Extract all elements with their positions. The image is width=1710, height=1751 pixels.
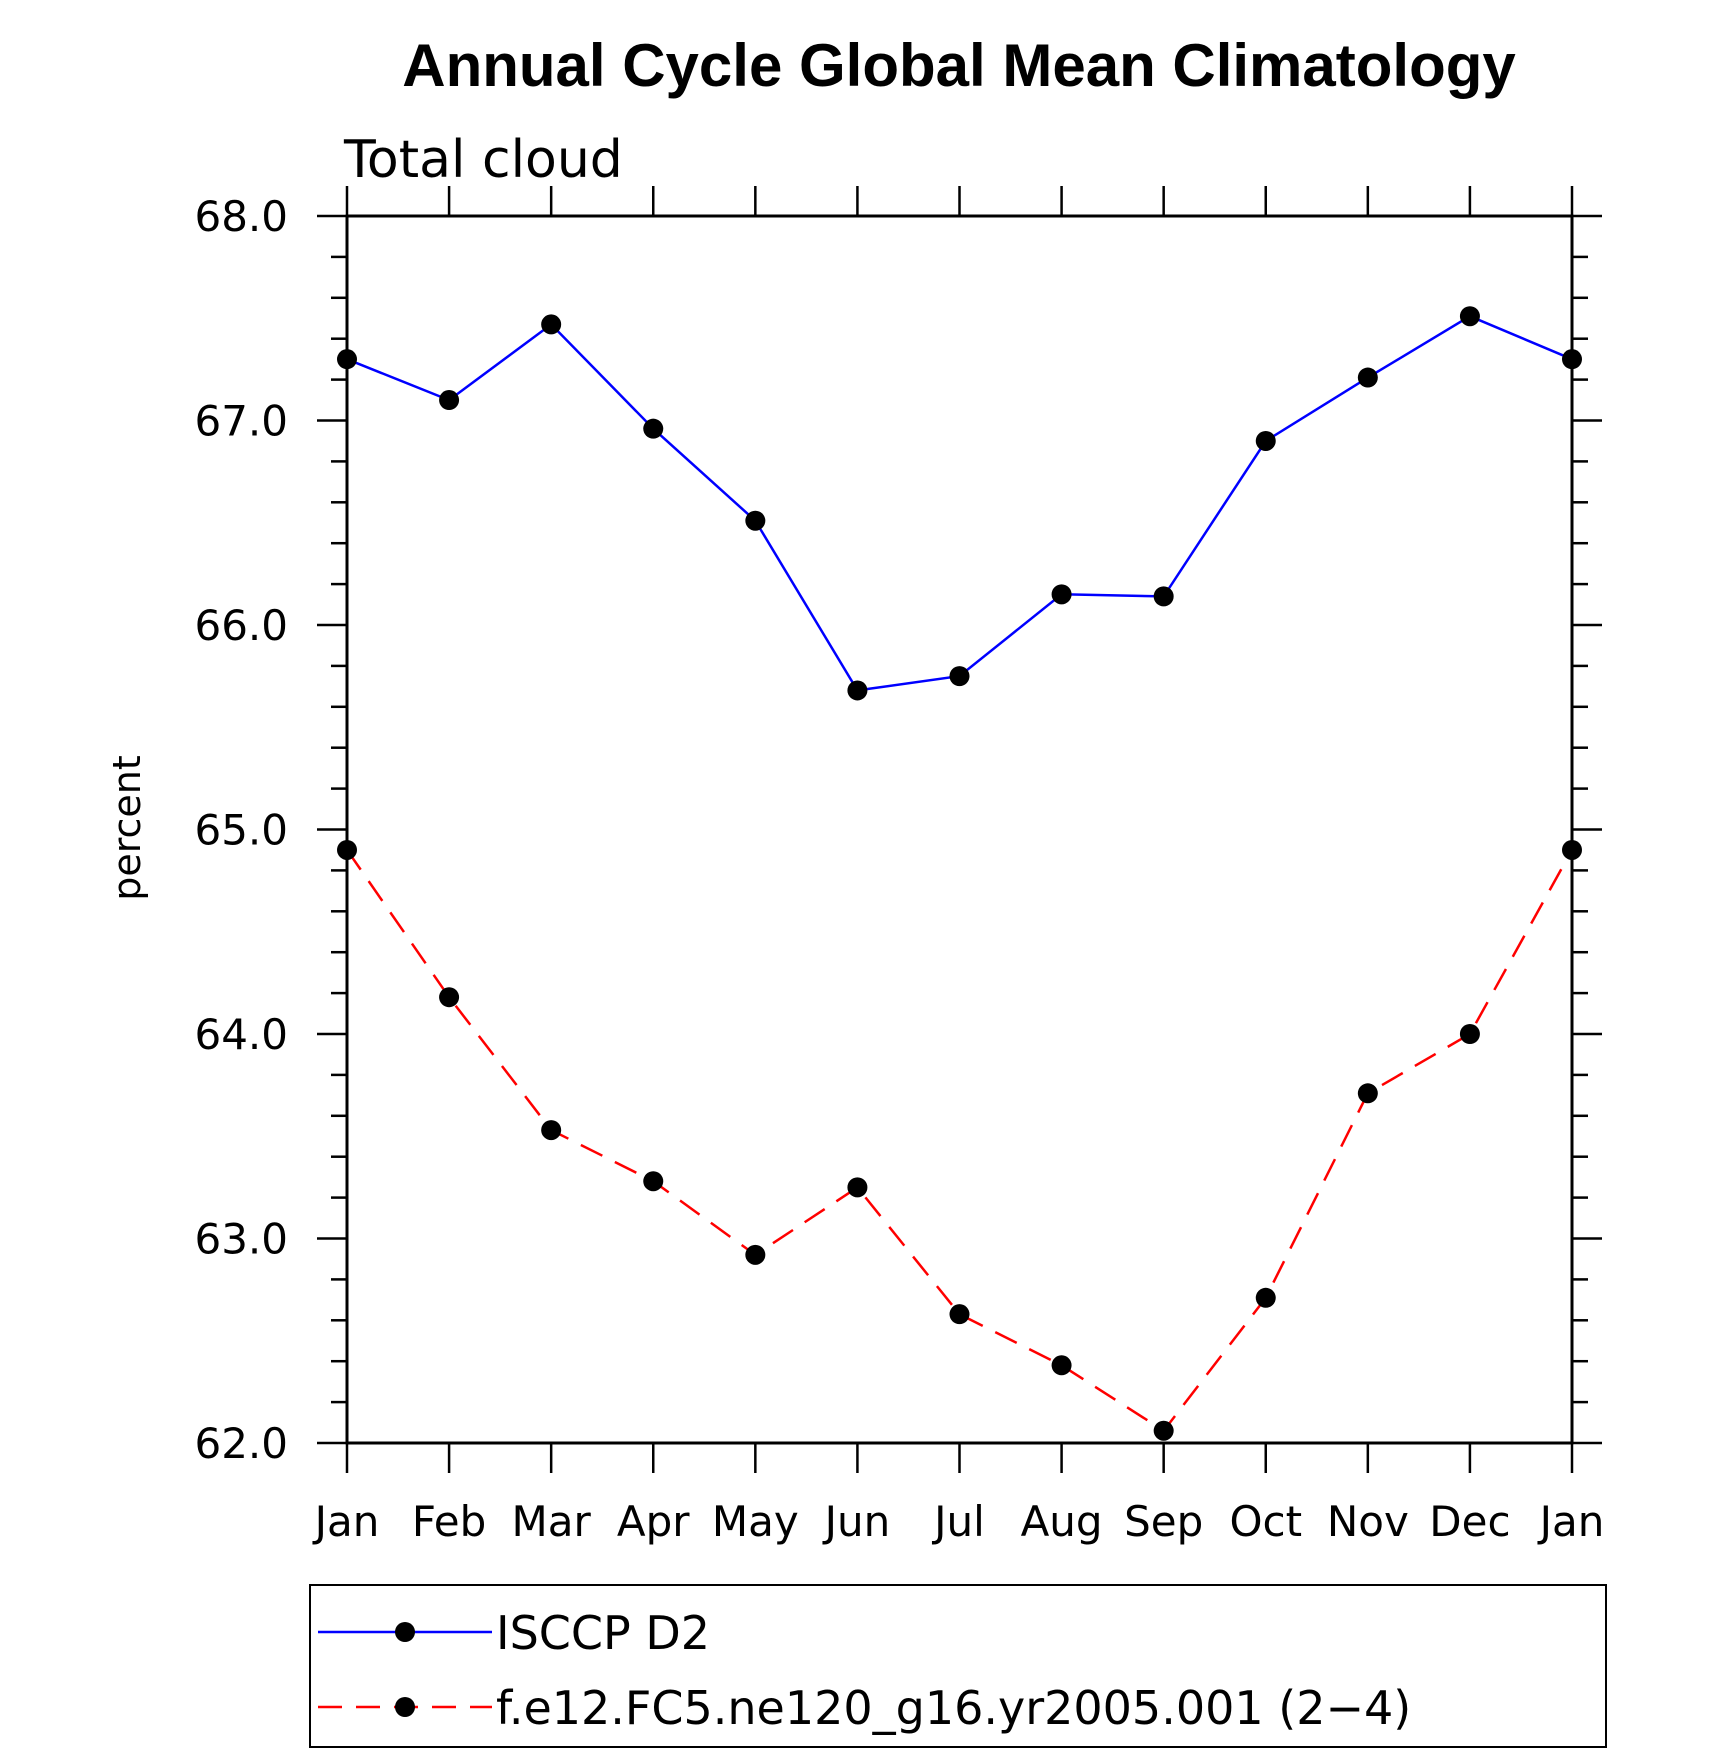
data-point	[1153, 1420, 1174, 1441]
y-tick-label: 68.0	[194, 192, 288, 241]
x-tick-label: Aug	[1021, 1497, 1103, 1546]
y-tick-label: 64.0	[194, 1010, 288, 1059]
data-point	[541, 1120, 562, 1141]
x-tick-label: Jun	[822, 1497, 891, 1546]
series-line-2	[345, 849, 1574, 1433]
legend-marker	[395, 1697, 415, 1717]
x-tick-label: Jan	[1537, 1497, 1605, 1546]
x-tick-label: Feb	[412, 1497, 486, 1546]
y-axis-ticks: 62.0 63.0 64.0 65.0 66.0 67.0 68.0	[194, 192, 1602, 1468]
y-tick-label: 66.0	[194, 601, 288, 650]
data-point	[643, 418, 664, 439]
data-point	[1255, 1287, 1276, 1308]
data-point	[1255, 430, 1276, 451]
x-tick-label: Mar	[512, 1497, 592, 1546]
x-tick-label: May	[712, 1497, 799, 1546]
data-point	[439, 987, 460, 1008]
data-point	[847, 680, 868, 701]
x-tick-label: Jan	[312, 1497, 380, 1546]
y-tick-label: 65.0	[194, 806, 288, 855]
series-lines	[345, 314, 1574, 1433]
data-point	[745, 510, 766, 531]
data-point	[439, 390, 460, 411]
data-point	[541, 314, 562, 335]
data-point	[1051, 1355, 1072, 1376]
x-tick-label: Nov	[1327, 1497, 1409, 1546]
series-line-1	[346, 314, 1573, 692]
x-tick-label: Jul	[931, 1497, 985, 1546]
data-point	[643, 1171, 664, 1192]
data-point	[1153, 586, 1174, 607]
data-point	[949, 666, 970, 687]
series-markers	[337, 306, 1582, 1441]
x-tick-label: Oct	[1229, 1497, 1302, 1546]
data-point	[1051, 584, 1072, 605]
data-point	[1357, 1083, 1378, 1104]
plot-frame	[345, 214, 1574, 1445]
legend-label: ISCCP D2	[496, 1606, 710, 1660]
y-tick-label: 62.0	[194, 1419, 288, 1468]
x-tick-label: Sep	[1124, 1497, 1203, 1546]
data-point	[1459, 306, 1480, 327]
data-point	[1357, 367, 1378, 388]
data-point	[847, 1177, 868, 1198]
y-tick-label: 67.0	[194, 397, 288, 446]
y-axis-label: percent	[105, 755, 149, 901]
data-point	[1459, 1024, 1480, 1044]
legend: ISCCP D2 f.e12.FC5.ne120_g16.yr2005.001 (…	[318, 1606, 1411, 1735]
x-tick-label: Dec	[1429, 1497, 1510, 1546]
legend-marker	[395, 1622, 415, 1642]
chart-subtitle: Total cloud	[343, 130, 623, 190]
x-axis-ticks: Jan Feb Mar Apr May Jun Jul Aug Sep Oct Nov Dec Jan	[312, 186, 1605, 1546]
legend-box	[309, 1584, 1607, 1748]
legend-label: f.e12.FC5.ne120_g16.yr2005.001 (2−4)	[496, 1681, 1411, 1735]
data-point	[337, 839, 357, 860]
data-point	[949, 1304, 970, 1325]
x-tick-label: Apr	[617, 1497, 690, 1546]
chart-title: Annual Cycle Global Mean Climatology	[402, 32, 1516, 99]
data-point	[1562, 839, 1582, 860]
data-point	[1562, 349, 1582, 370]
data-point	[745, 1244, 766, 1265]
data-point	[337, 349, 357, 370]
y-tick-label: 63.0	[194, 1215, 288, 1264]
